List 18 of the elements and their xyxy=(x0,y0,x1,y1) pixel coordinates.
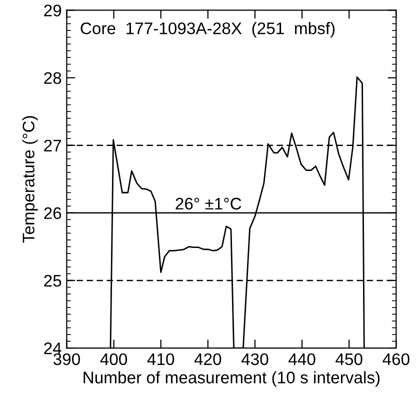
y-axis-title: Temperature (°C) xyxy=(22,116,38,243)
x-tick-label: 430 xyxy=(241,353,268,366)
x-tick-label: 450 xyxy=(336,353,362,366)
y-tick-label: 24 xyxy=(44,342,62,354)
y-tick-label: 26 xyxy=(44,207,62,220)
y-tick-label: 29 xyxy=(44,4,62,16)
x-tick-label: 460 xyxy=(382,353,410,366)
y-tick-label: 27 xyxy=(44,140,62,152)
ref-line-label: 26° ±1°C xyxy=(176,198,242,210)
x-tick-label: 400 xyxy=(100,353,128,366)
x-tick-label: 440 xyxy=(288,353,316,366)
annotation: Core 177-1093A-28X (251 mbsf) xyxy=(80,22,335,38)
x-tick-label: 390 xyxy=(53,353,80,366)
y-tick-label: 25 xyxy=(44,274,62,287)
x-tick-label: 420 xyxy=(194,353,222,366)
y-tick-label: 28 xyxy=(44,72,62,84)
x-axis-title: Number of measurement (10 s intervals) xyxy=(84,371,380,387)
x-tick-label: 410 xyxy=(147,353,174,366)
